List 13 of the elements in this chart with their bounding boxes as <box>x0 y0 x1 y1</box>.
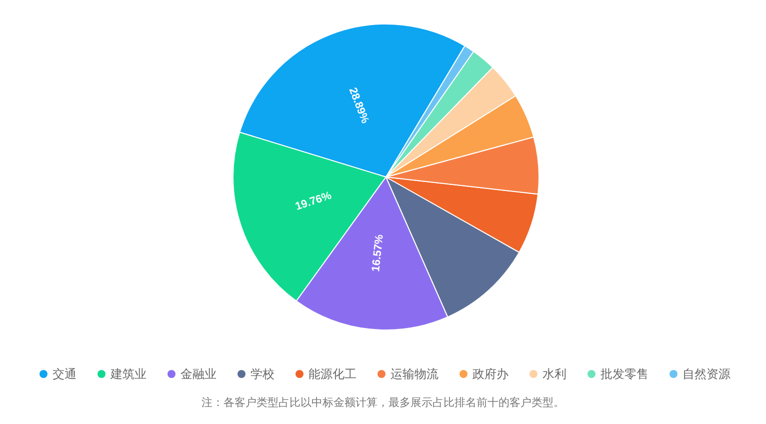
legend-label: 政府办 <box>472 367 508 381</box>
legend-label: 水利 <box>542 367 566 381</box>
data-label: 19.76% <box>294 190 334 213</box>
legend-label: 学校 <box>250 367 274 381</box>
legend-label: 建筑业 <box>110 367 146 381</box>
legend-label: 金融业 <box>180 367 216 381</box>
legend-label: 自然资源 <box>682 367 730 381</box>
legend-label: 能源化工 <box>308 367 356 381</box>
data-label: 16.57% <box>370 234 386 272</box>
legend-label: 运输物流 <box>390 367 438 381</box>
legend-label: 交通 <box>52 367 76 381</box>
text: 注：各客户类型占比以中标金额计算，最多展示占比排名前十的客户类型。 <box>202 396 564 409</box>
legend-label: 批发零售 <box>600 367 648 381</box>
